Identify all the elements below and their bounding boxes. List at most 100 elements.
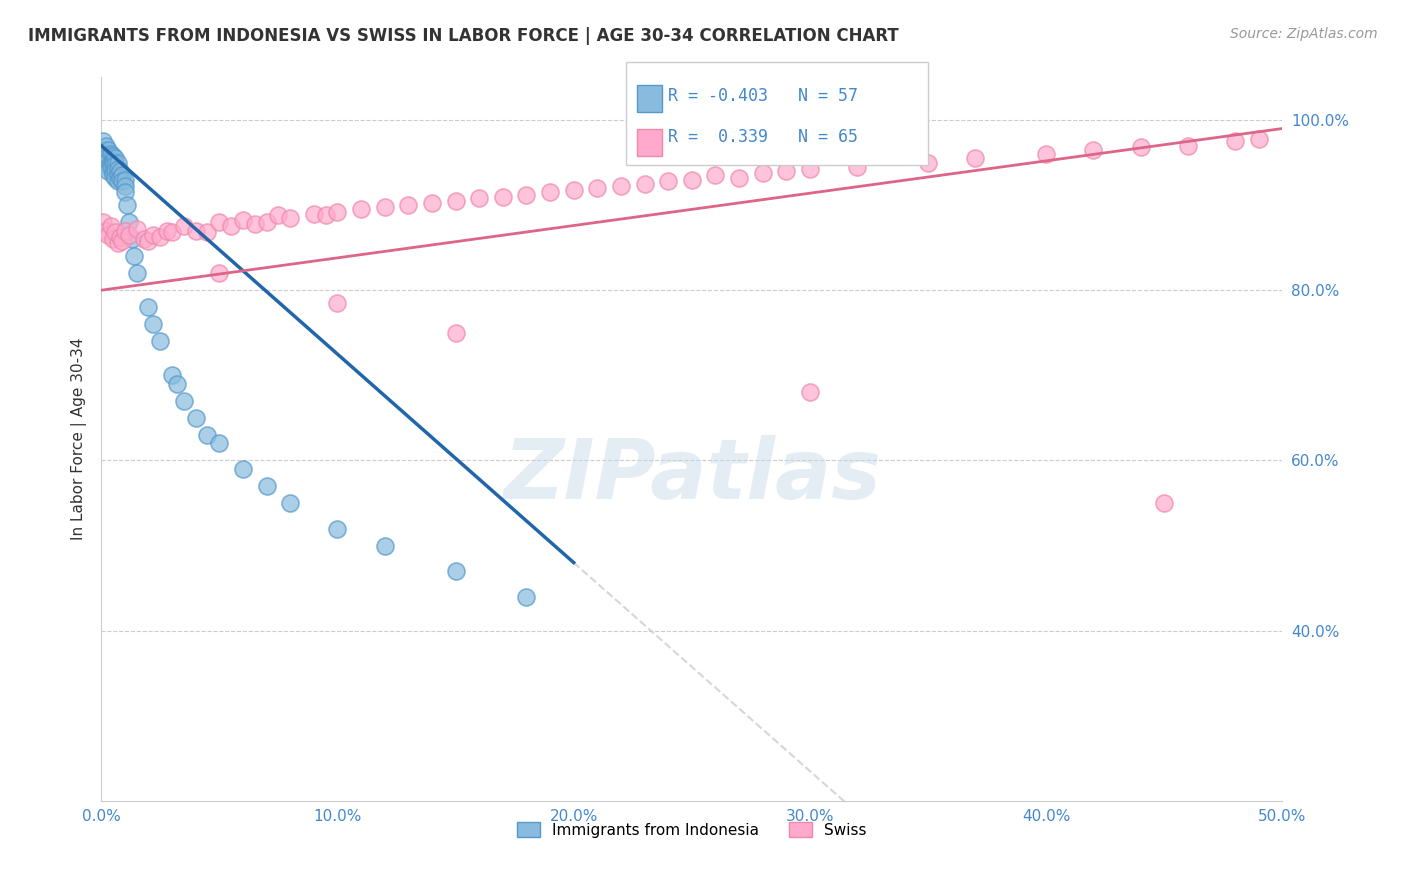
Point: [1035, 147, 1057, 161]
Point: [100, 155, 122, 169]
Point: [208, 266, 231, 280]
Point: [256, 215, 278, 229]
Text: R = -0.403   N = 57: R = -0.403 N = 57: [668, 87, 858, 104]
Point: [114, 179, 136, 194]
Point: [704, 169, 727, 183]
Point: [326, 296, 349, 310]
Point: [538, 186, 561, 200]
Point: [114, 224, 136, 238]
Point: [111, 169, 134, 183]
Point: [93, 134, 115, 148]
Point: [97, 160, 120, 174]
Point: [114, 172, 136, 186]
Point: [420, 196, 443, 211]
Point: [232, 213, 254, 227]
Point: [208, 436, 231, 450]
Point: [799, 385, 821, 400]
Point: [94, 151, 117, 165]
Point: [107, 236, 129, 251]
Point: [149, 334, 172, 349]
Point: [101, 153, 124, 168]
Point: [681, 172, 703, 186]
Point: [173, 219, 195, 234]
Point: [562, 183, 585, 197]
Point: [107, 162, 129, 177]
Point: [93, 215, 115, 229]
Point: [94, 224, 117, 238]
Point: [138, 300, 160, 314]
Point: [965, 151, 987, 165]
Point: [633, 177, 655, 191]
Point: [1225, 134, 1247, 148]
Point: [350, 202, 373, 217]
Point: [138, 234, 160, 248]
Point: [125, 222, 148, 236]
Point: [93, 143, 115, 157]
Point: [326, 522, 349, 536]
Point: [104, 151, 127, 165]
Point: [846, 160, 869, 174]
Point: [173, 393, 195, 408]
Text: R =  0.339   N = 65: R = 0.339 N = 65: [668, 128, 858, 145]
Point: [121, 232, 143, 246]
Point: [610, 179, 633, 194]
Point: [107, 169, 129, 183]
Point: [125, 266, 148, 280]
Y-axis label: In Labor Force | Age 30-34: In Labor Force | Age 30-34: [72, 338, 87, 541]
Point: [184, 224, 207, 238]
Point: [326, 205, 349, 219]
Point: [101, 149, 124, 163]
Point: [107, 155, 129, 169]
Point: [751, 166, 773, 180]
Point: [101, 164, 124, 178]
Point: [97, 149, 120, 163]
Point: [184, 410, 207, 425]
Point: [775, 164, 797, 178]
Point: [278, 496, 301, 510]
Point: [657, 174, 679, 188]
Text: ZIPatlas: ZIPatlas: [503, 434, 880, 516]
Point: [156, 224, 179, 238]
Point: [108, 164, 131, 178]
Point: [93, 151, 115, 165]
Point: [468, 191, 491, 205]
Point: [1153, 496, 1175, 510]
Point: [104, 225, 127, 239]
Point: [728, 170, 751, 185]
Point: [444, 194, 467, 208]
Point: [799, 162, 821, 177]
Point: [515, 187, 537, 202]
Point: [315, 208, 337, 222]
Point: [111, 174, 134, 188]
Point: [1177, 138, 1199, 153]
Point: [444, 564, 467, 578]
Point: [444, 326, 467, 340]
Point: [104, 170, 127, 185]
Point: [111, 234, 134, 248]
Point: [104, 157, 127, 171]
Point: [101, 157, 124, 171]
Point: [97, 227, 120, 242]
Point: [267, 208, 290, 222]
Point: [94, 155, 117, 169]
Point: [160, 225, 183, 239]
Point: [97, 143, 120, 157]
Point: [1129, 140, 1152, 154]
Legend: Immigrants from Indonesia, Swiss: Immigrants from Indonesia, Swiss: [510, 815, 873, 844]
Point: [101, 232, 124, 246]
Point: [917, 155, 939, 169]
Point: [132, 232, 155, 246]
Point: [396, 198, 419, 212]
Point: [149, 230, 172, 244]
Point: [1247, 132, 1270, 146]
Point: [142, 318, 165, 332]
Point: [122, 249, 145, 263]
Point: [160, 368, 183, 383]
Point: [118, 215, 141, 229]
Point: [100, 219, 122, 234]
Point: [515, 590, 537, 604]
Point: [374, 539, 396, 553]
Point: [142, 227, 165, 242]
Point: [243, 217, 266, 231]
Point: [219, 219, 242, 234]
